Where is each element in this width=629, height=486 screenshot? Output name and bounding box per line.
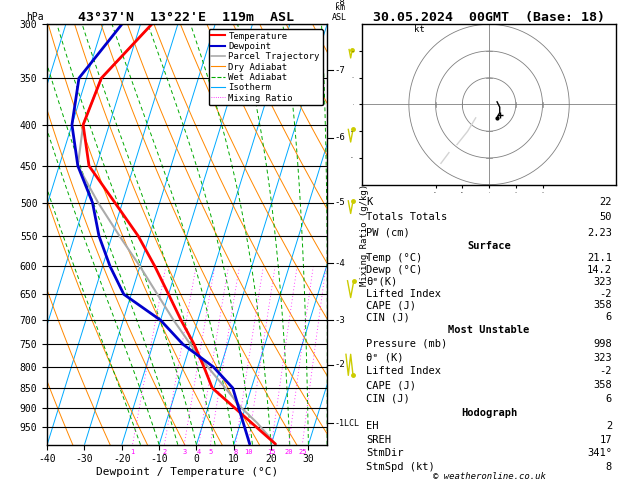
Text: Mixing Ratio (g/kg): Mixing Ratio (g/kg) [360, 183, 369, 286]
Text: 22: 22 [599, 197, 612, 207]
Text: -2: -2 [599, 366, 612, 376]
Text: km
ASL: km ASL [332, 3, 347, 22]
Text: 20: 20 [284, 449, 293, 455]
Text: -2: -2 [335, 360, 345, 369]
Text: Lifted Index: Lifted Index [366, 289, 441, 299]
Legend: Temperature, Dewpoint, Parcel Trajectory, Dry Adiabat, Wet Adiabat, Isotherm, Mi: Temperature, Dewpoint, Parcel Trajectory… [209, 29, 323, 105]
Text: 998: 998 [593, 339, 612, 349]
Text: 8: 8 [233, 449, 238, 455]
Text: Most Unstable: Most Unstable [448, 325, 530, 335]
Text: 358: 358 [593, 380, 612, 390]
Text: Pressure (mb): Pressure (mb) [366, 339, 447, 349]
Text: 1: 1 [130, 449, 135, 455]
Text: 8: 8 [606, 462, 612, 472]
Text: 2: 2 [162, 449, 167, 455]
Text: CAPE (J): CAPE (J) [366, 380, 416, 390]
Text: K: K [366, 197, 372, 207]
Text: 6: 6 [606, 394, 612, 404]
Text: 6: 6 [606, 312, 612, 322]
Text: Hodograph: Hodograph [461, 408, 517, 417]
Text: © weatheronline.co.uk: © weatheronline.co.uk [433, 472, 545, 481]
Text: Lifted Index: Lifted Index [366, 366, 441, 376]
Text: Totals Totals: Totals Totals [366, 212, 447, 223]
Text: 21.1: 21.1 [587, 253, 612, 263]
Text: 15: 15 [267, 449, 276, 455]
Text: StmDir: StmDir [366, 449, 404, 458]
Text: -5: -5 [335, 198, 345, 207]
Text: EH: EH [366, 421, 379, 431]
Text: 358: 358 [593, 300, 612, 311]
Text: -7: -7 [335, 66, 345, 74]
Text: θᵉ (K): θᵉ (K) [366, 353, 404, 363]
Text: 25: 25 [298, 449, 306, 455]
Text: hPa: hPa [26, 12, 44, 22]
Text: 14.2: 14.2 [587, 265, 612, 275]
Text: -4: -4 [335, 259, 345, 268]
Text: StmSpd (kt): StmSpd (kt) [366, 462, 435, 472]
Text: PW (cm): PW (cm) [366, 228, 410, 238]
Text: CIN (J): CIN (J) [366, 394, 410, 404]
Text: -3: -3 [335, 315, 345, 325]
Text: Dewp (°C): Dewp (°C) [366, 265, 422, 275]
Text: -8: -8 [335, 0, 345, 7]
Text: 3: 3 [182, 449, 186, 455]
Text: 30.05.2024  00GMT  (Base: 18): 30.05.2024 00GMT (Base: 18) [373, 11, 605, 24]
Text: 2.23: 2.23 [587, 228, 612, 238]
Text: 323: 323 [593, 277, 612, 287]
Text: 43°37'N  13°22'E  119m  ASL: 43°37'N 13°22'E 119m ASL [77, 11, 294, 24]
Text: 341°: 341° [587, 449, 612, 458]
Text: CAPE (J): CAPE (J) [366, 300, 416, 311]
Text: Temp (°C): Temp (°C) [366, 253, 422, 263]
X-axis label: Dewpoint / Temperature (°C): Dewpoint / Temperature (°C) [96, 467, 278, 477]
Text: 2: 2 [606, 421, 612, 431]
Text: Surface: Surface [467, 242, 511, 251]
Text: 323: 323 [593, 353, 612, 363]
Text: -2: -2 [599, 289, 612, 299]
Text: 4: 4 [197, 449, 201, 455]
Text: 17: 17 [599, 435, 612, 445]
Text: -1LCL: -1LCL [335, 418, 360, 428]
Text: 50: 50 [599, 212, 612, 223]
Text: SREH: SREH [366, 435, 391, 445]
Text: θᵉ(K): θᵉ(K) [366, 277, 398, 287]
Text: 10: 10 [244, 449, 252, 455]
Text: 5: 5 [208, 449, 213, 455]
Text: -6: -6 [335, 133, 345, 142]
Text: kt: kt [415, 25, 425, 35]
Text: CIN (J): CIN (J) [366, 312, 410, 322]
